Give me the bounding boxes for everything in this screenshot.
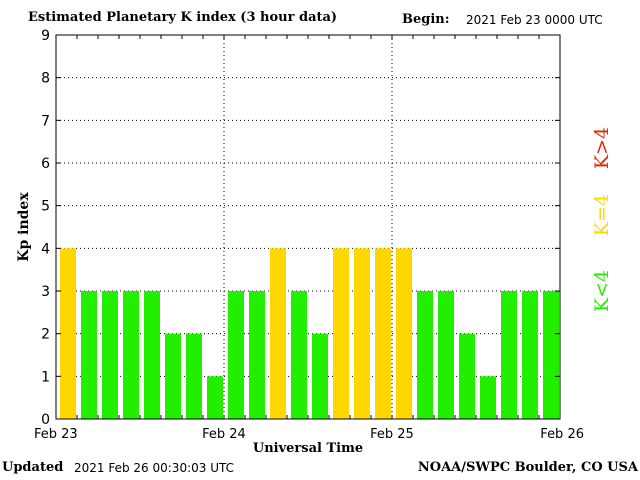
kp-bar-5 (165, 333, 181, 419)
x-tick-label-1: Feb 24 (202, 427, 246, 442)
legend-k-below-4: K<4 (591, 270, 613, 312)
kp-bar-9 (249, 291, 265, 419)
legend-k-equal-4: K=4 (591, 194, 613, 236)
kp-bar-22 (522, 291, 538, 419)
kp-bar-21 (501, 291, 517, 419)
kp-bar-3 (123, 291, 139, 419)
legend-k-above-4: K>4 (591, 127, 613, 169)
kp-bar-2 (102, 291, 118, 419)
y-tick-label-2: 2 (41, 327, 50, 343)
kp-bar-7 (207, 376, 223, 419)
y-tick-label-6: 6 (41, 156, 50, 172)
y-tick-label-8: 8 (41, 71, 50, 87)
x-tick-label-3: Feb 26 (540, 427, 584, 442)
kp-bar-14 (354, 248, 370, 419)
y-tick-label-9: 9 (41, 28, 50, 44)
x-tick-label-2: Feb 25 (370, 427, 414, 442)
y-tick-label-0: 0 (41, 412, 50, 428)
kp-bar-12 (312, 333, 328, 419)
kp-bar-0 (60, 248, 76, 419)
y-axis-label: Kp index (16, 192, 32, 262)
x-axis-label: Universal Time (253, 441, 363, 456)
kp-bar-10 (270, 248, 286, 419)
kp-bar-15 (375, 248, 391, 419)
begin-value: 2021 Feb 23 0000 UTC (466, 13, 603, 27)
y-tick-layer: 0 1 2 3 4 5 6 7 8 9 (41, 28, 560, 428)
y-tick-label-7: 7 (41, 113, 50, 129)
kp-bar-19 (459, 333, 475, 419)
kp-bar-1 (81, 291, 97, 419)
y-tick-label-4: 4 (41, 241, 50, 257)
kp-bar-18 (438, 291, 454, 419)
x-tick-layer: Feb 23 Feb 24 Feb 25 Feb 26 (34, 35, 584, 442)
kp-bar-20 (480, 376, 496, 419)
y-tick-label-5: 5 (41, 199, 50, 215)
kp-bar-11 (291, 291, 307, 419)
updated-label: Updated (2, 460, 64, 475)
y-tick-label-3: 3 (41, 284, 50, 300)
kp-bar-13 (333, 248, 349, 419)
updated-value: 2021 Feb 26 00:30:03 UTC (74, 461, 234, 475)
kp-bar-16 (396, 248, 412, 419)
credit-text: NOAA/SWPC Boulder, CO USA (417, 460, 638, 475)
chart-title: Estimated Planetary K index (3 hour data… (28, 10, 338, 25)
bar-layer (60, 248, 559, 419)
y-tick-label-1: 1 (41, 369, 50, 385)
kp-bar-8 (228, 291, 244, 419)
grid-layer (56, 35, 560, 419)
kp-bar-17 (417, 291, 433, 419)
begin-label: Begin: (402, 12, 450, 27)
kp-bar-6 (186, 333, 202, 419)
kp-bar-23 (543, 291, 559, 419)
kp-bar-4 (144, 291, 160, 419)
x-tick-label-0: Feb 23 (34, 427, 78, 442)
